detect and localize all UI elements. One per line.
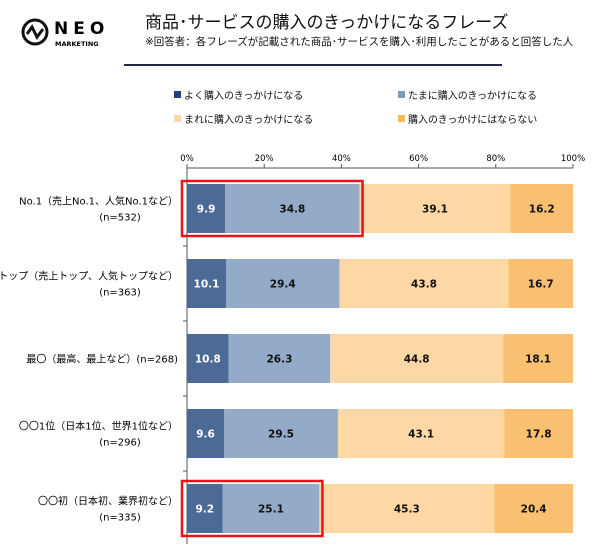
- data-label: 17.8: [526, 429, 552, 441]
- bar-segment: [225, 259, 340, 308]
- bar-segment: [187, 334, 229, 383]
- data-label: 18.1: [525, 354, 551, 366]
- bar-segment: [494, 484, 573, 533]
- bar-segment: [228, 334, 331, 383]
- legend-item: たまに購入のきっかけになる: [398, 87, 537, 102]
- data-label: 16.2: [529, 204, 555, 216]
- category-label: (n=296): [99, 438, 141, 449]
- bar-segment: [337, 409, 505, 458]
- legend-swatch: [174, 115, 181, 122]
- svg-text:NEO: NEO: [54, 19, 109, 39]
- bar-segment: [187, 409, 225, 458]
- header-divider: [124, 64, 502, 66]
- neo-marketing-logo: NEO MARKETING: [21, 18, 109, 48]
- data-label: 10.8: [195, 354, 221, 366]
- data-label: 29.5: [268, 429, 294, 441]
- bar-segment: [510, 184, 573, 233]
- bar-segment: [187, 259, 226, 308]
- legend-label: よく購入のきっかけになる: [184, 91, 304, 102]
- data-label: 10.1: [194, 279, 220, 291]
- x-tick-label: 60%: [409, 154, 428, 164]
- data-label: 45.3: [394, 504, 420, 516]
- x-tick-label: 40%: [332, 154, 351, 164]
- legend-label: たまに購入のきっかけになる: [408, 91, 537, 102]
- bar-segment: [319, 484, 495, 533]
- data-label: 9.6: [196, 429, 215, 441]
- data-label: 20.4: [521, 504, 547, 516]
- data-label: 44.8: [404, 354, 430, 366]
- page-subtitle: ※回答者：各フレーズが記載された商品･サービスを購入･利用したことがあると回答し…: [145, 36, 574, 48]
- category-label: (n=363): [99, 288, 141, 299]
- legend-item: 購入のきっかけにはならない: [398, 111, 537, 126]
- x-tick-label: 80%: [486, 154, 505, 164]
- data-label: 26.3: [266, 354, 292, 366]
- legend-item: よく購入のきっかけになる: [174, 87, 303, 102]
- bar-segment: [508, 259, 573, 308]
- category-label: 〇〇1位（日本1位、世界1位など）: [19, 420, 178, 433]
- legend-item: まれに購入のきっかけになる: [174, 111, 313, 126]
- data-label: 25.1: [258, 504, 284, 516]
- legend-label: 購入のきっかけにはならない: [408, 115, 538, 126]
- x-tick-label: 0%: [180, 154, 194, 164]
- bar-segment: [224, 409, 338, 458]
- bar-segment: [503, 334, 573, 383]
- highlight-box: [180, 479, 324, 538]
- category-label: 最〇（最高、最上など）(n=268): [26, 353, 178, 366]
- data-label: 29.4: [270, 279, 296, 291]
- legend-label: まれに購入のきっかけになる: [184, 115, 314, 126]
- page-title: 商品･サービスの購入のきっかけになるフレーズ: [145, 13, 509, 33]
- category-label: No.1（売上No.1、人気No.1など）: [19, 195, 178, 208]
- category-label: (n=532): [99, 213, 141, 224]
- bar-segment: [222, 484, 320, 533]
- bar-segment: [359, 184, 511, 233]
- data-label: 16.7: [528, 279, 554, 291]
- category-label: トップ（売上トップ、人気トップなど）: [0, 270, 178, 283]
- highlight-box: [180, 179, 364, 238]
- bar-segment: [330, 334, 504, 383]
- bar-segment: [504, 409, 573, 458]
- category-label: 〇〇初（日本初、業界初など）: [38, 495, 178, 508]
- legend-swatch: [174, 91, 181, 98]
- data-label: 34.8: [279, 204, 305, 216]
- bar-segment: [187, 484, 223, 533]
- data-label: 39.1: [422, 204, 448, 216]
- x-tick-label: 20%: [255, 154, 274, 164]
- category-label: (n=335): [99, 513, 141, 524]
- bar-segment: [225, 184, 360, 233]
- data-label: 43.1: [408, 429, 434, 441]
- data-label: 43.8: [411, 279, 437, 291]
- svg-text:MARKETING: MARKETING: [55, 40, 99, 48]
- legend-swatch: [398, 91, 405, 98]
- x-tick-label: 100%: [561, 154, 585, 164]
- bar-segment: [339, 259, 509, 308]
- bar-segment: [187, 184, 226, 233]
- data-label: 9.2: [195, 504, 214, 516]
- legend-swatch: [398, 115, 405, 122]
- data-label: 9.9: [197, 204, 216, 216]
